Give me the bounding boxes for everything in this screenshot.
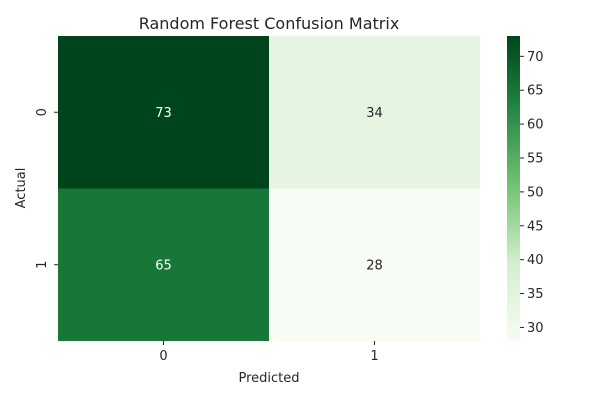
heatmap-cells: [58, 36, 480, 341]
cell-r1-c0: [58, 188, 269, 341]
colorbar-tick-label-0: 30: [527, 321, 544, 336]
colorbar-ticks: 30 35 40 45 50 55 60 65 70: [520, 50, 544, 336]
y-axis-label: Actual: [14, 168, 29, 209]
cell-r1-c1: [269, 188, 480, 341]
colorbar-tick-label-2: 40: [527, 253, 544, 268]
y-axis-ticks: 01: [35, 108, 58, 269]
colorbar-tick-label-4: 50: [527, 185, 544, 200]
colorbar-tick-label-3: 45: [527, 219, 544, 234]
cell-r0-c0: [58, 36, 269, 189]
chart-title: Random Forest Confusion Matrix: [139, 14, 400, 33]
x-tick-label-0: 0: [159, 349, 167, 364]
cell-label-r1-c1: 28: [366, 258, 383, 273]
colorbar-tick-label-1: 35: [527, 287, 544, 302]
cell-r0-c1: [269, 36, 480, 189]
cell-label-r0-c0: 73: [155, 106, 172, 121]
x-tick-label-1: 1: [370, 349, 378, 364]
colorbar-tick-label-6: 60: [527, 118, 544, 133]
x-axis-label: Predicted: [238, 371, 299, 386]
colorbar-tick-label-8: 70: [527, 50, 544, 65]
colorbar-tick-label-7: 65: [527, 84, 544, 99]
cell-label-r1-c0: 65: [155, 258, 172, 273]
cell-label-r0-c1: 34: [366, 106, 383, 121]
colorbar: [507, 36, 520, 341]
y-tick-label-1: 1: [35, 261, 50, 269]
y-tick-label-0: 0: [35, 108, 50, 116]
colorbar-tick-label-5: 55: [527, 152, 544, 167]
cell-annotations: 73 34 65 28: [155, 106, 383, 274]
